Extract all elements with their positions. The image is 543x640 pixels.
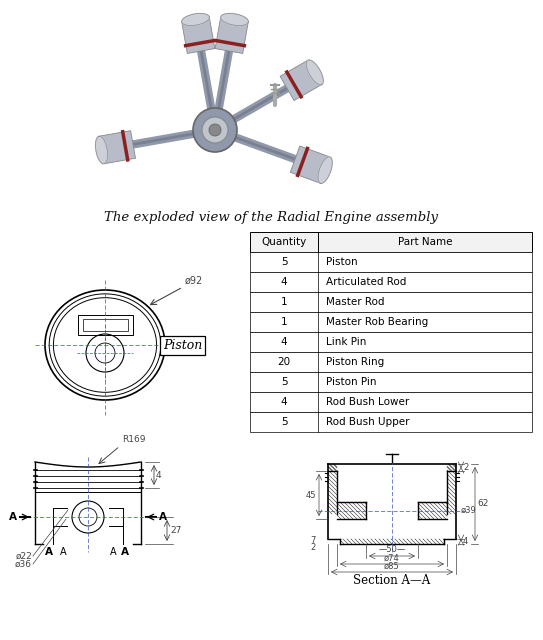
Bar [250, 372, 532, 392]
Text: Link Pin: Link Pin [326, 337, 367, 347]
Text: Section A—A: Section A—A [353, 574, 431, 587]
Text: Piston: Piston [326, 257, 358, 267]
Polygon shape [215, 17, 248, 54]
Bar [250, 252, 532, 272]
Text: 4: 4 [281, 397, 287, 407]
Text: 1: 1 [281, 297, 287, 307]
Bar [78, 315, 132, 335]
Text: 5: 5 [281, 377, 287, 387]
Text: ø39: ø39 [461, 506, 477, 515]
Text: ø22: ø22 [15, 552, 32, 561]
Text: ø85: ø85 [384, 562, 400, 571]
Polygon shape [280, 60, 322, 100]
Text: —50—: —50— [378, 545, 406, 554]
Text: 1: 1 [281, 317, 287, 327]
Text: The exploded view of the Radial Engine assembly: The exploded view of the Radial Engine a… [104, 211, 438, 225]
Text: Part Name: Part Name [398, 237, 452, 247]
Text: 27: 27 [170, 526, 181, 535]
Text: A: A [60, 547, 66, 557]
Text: ø74: ø74 [384, 554, 400, 563]
Text: R169: R169 [122, 435, 146, 444]
Text: 2: 2 [463, 463, 468, 472]
Text: 45: 45 [306, 490, 316, 499]
Text: Piston: Piston [163, 339, 202, 352]
Text: Articulated Rod: Articulated Rod [326, 277, 406, 287]
Bar [250, 352, 532, 372]
Bar [250, 232, 532, 252]
Text: 4: 4 [281, 337, 287, 347]
Text: 4: 4 [463, 537, 468, 546]
Text: A: A [110, 547, 116, 557]
Bar [250, 392, 532, 412]
Text: A: A [121, 547, 129, 557]
Text: Piston Ring: Piston Ring [326, 357, 384, 367]
Circle shape [193, 108, 237, 152]
Text: A: A [45, 547, 53, 557]
Bar [250, 412, 532, 432]
Text: A: A [9, 512, 17, 522]
Text: Master Rob Bearing: Master Rob Bearing [326, 317, 428, 327]
Bar [250, 272, 532, 292]
Text: Rod Bush Lower: Rod Bush Lower [326, 397, 409, 407]
Text: Rod Bush Upper: Rod Bush Upper [326, 417, 409, 427]
Text: 2: 2 [311, 543, 316, 552]
Polygon shape [96, 136, 108, 164]
Circle shape [202, 117, 228, 143]
Text: 4: 4 [156, 470, 162, 479]
Text: 4: 4 [281, 277, 287, 287]
Polygon shape [182, 17, 215, 54]
Text: 5: 5 [281, 257, 287, 267]
Text: Piston Pin: Piston Pin [326, 377, 376, 387]
Polygon shape [99, 131, 136, 164]
Text: Quantity: Quantity [261, 237, 307, 247]
Text: 62: 62 [477, 499, 488, 509]
Text: 5: 5 [281, 417, 287, 427]
Polygon shape [318, 157, 332, 184]
Text: 20: 20 [277, 357, 291, 367]
Bar [250, 312, 532, 332]
Polygon shape [291, 146, 330, 183]
Polygon shape [306, 60, 323, 85]
Bar [83, 319, 128, 331]
Circle shape [209, 124, 221, 136]
Text: ø92: ø92 [185, 276, 203, 286]
Bar [250, 332, 532, 352]
Text: Master Rod: Master Rod [326, 297, 384, 307]
Polygon shape [182, 13, 210, 26]
Text: 7: 7 [311, 536, 316, 545]
Text: A: A [159, 512, 167, 522]
Bar [250, 292, 532, 312]
Text: ø36: ø36 [15, 559, 32, 568]
Polygon shape [220, 13, 248, 26]
